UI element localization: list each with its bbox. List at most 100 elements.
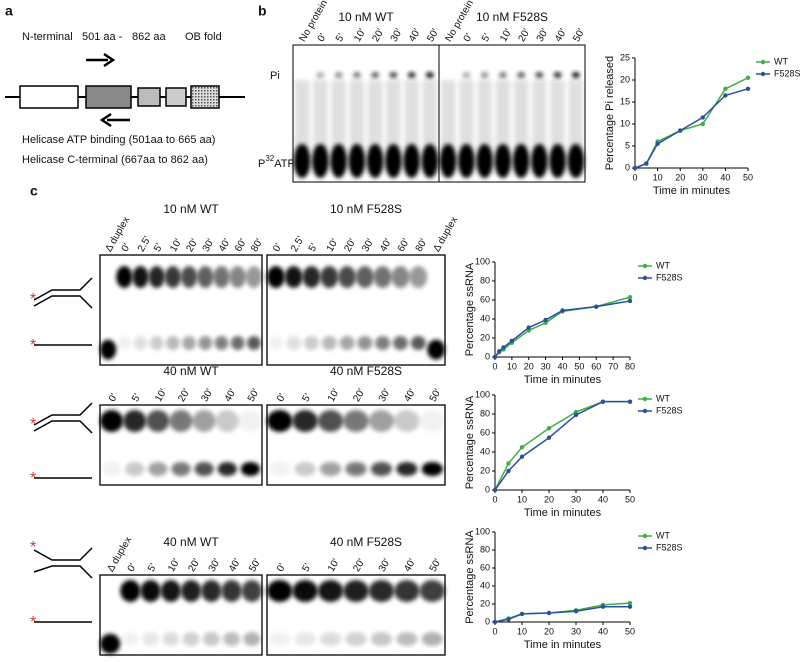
x-tick-label: 30 (541, 361, 551, 371)
legend-label: WT (656, 260, 670, 270)
gel-band (197, 266, 214, 288)
gel-band (116, 266, 133, 288)
x-tick-label: 10 (507, 361, 517, 371)
gel-band (389, 72, 398, 78)
y-axis-label: Percentage ssRNA (464, 262, 476, 356)
x-tick-label: 0 (492, 494, 497, 504)
gel-band (120, 580, 141, 602)
gel-smear (349, 80, 365, 150)
gel-band (370, 462, 393, 476)
data-point (600, 399, 606, 404)
gel-band (375, 336, 391, 350)
lane-label: 80' (249, 237, 265, 254)
svg-text:*: * (30, 539, 36, 556)
gel-band (396, 462, 418, 476)
legend-marker (642, 275, 648, 281)
gel-band (317, 580, 344, 602)
gel-band (269, 462, 291, 476)
lane-label: 5' (130, 392, 143, 404)
data-point (519, 611, 525, 617)
lane-label: 2.5' (136, 235, 153, 254)
y-tick-label: 40 (480, 313, 490, 323)
gel-band (427, 339, 445, 360)
gel-band (384, 144, 402, 178)
lane-label: 5' (307, 242, 320, 254)
gel-band (421, 632, 443, 646)
data-point (723, 93, 728, 98)
y-tick-label: 20 (480, 598, 490, 608)
lane-label: 10' (498, 27, 514, 44)
lane-label: 5' (480, 32, 493, 44)
gel-band (316, 72, 325, 78)
gel-band (213, 266, 230, 288)
gel-band (457, 144, 475, 178)
gel-title: 10 nM WT (163, 202, 219, 216)
data-point (723, 86, 728, 92)
gel-band (100, 339, 117, 360)
x-tick-label: 50 (743, 172, 753, 182)
x-tick-label: 20 (524, 361, 534, 371)
lane-label: 60' (396, 237, 412, 254)
gel-band (132, 266, 149, 288)
series-line (494, 296, 631, 358)
gel-band (419, 410, 445, 432)
gel-band (149, 336, 164, 350)
lane-label: 0' (316, 32, 329, 44)
gel-band (286, 336, 302, 350)
lane-label: 30' (377, 387, 393, 404)
x-tick-label: 60 (591, 361, 601, 371)
gel-band (348, 144, 366, 178)
x-axis-label: Time in minutes (653, 185, 731, 197)
panel-letter: a (5, 3, 13, 19)
gel-title: 10 nM F528S (476, 10, 548, 24)
lane-label: 20' (370, 27, 386, 44)
gel-band (292, 580, 318, 602)
lane-label: 0' (462, 32, 475, 44)
gel-band (549, 144, 567, 178)
gel-band (370, 632, 393, 646)
gel-band (267, 410, 293, 432)
lane-label: 50' (571, 27, 587, 44)
x-tick-label: 0 (492, 626, 497, 636)
lane-label: 10' (166, 557, 182, 574)
y-tick-label: 80 (480, 275, 490, 285)
gel-band (123, 410, 147, 432)
gel-band (121, 632, 139, 646)
legend-marker (642, 408, 648, 414)
gel-band (462, 72, 471, 78)
gel-band (221, 580, 242, 602)
gel-title: 40 nM WT (163, 535, 219, 549)
svg-text:*: * (30, 614, 36, 631)
lane-label: 20' (184, 237, 200, 254)
x-tick-label: 40 (557, 361, 567, 371)
gel-smear (367, 80, 383, 150)
gel-band (268, 336, 284, 350)
gel-band (476, 144, 494, 178)
x-tick-label: 80 (625, 361, 635, 371)
data-point (492, 619, 498, 625)
data-point (519, 445, 525, 450)
legend-marker (642, 545, 648, 551)
gel-band (124, 462, 145, 476)
lane-label: 30' (389, 27, 405, 44)
gel-band (421, 462, 443, 476)
x-axis-label: Time in minutes (524, 374, 602, 386)
gel-band (202, 632, 220, 646)
data-point (506, 461, 511, 466)
gel-band (421, 144, 439, 178)
band-label: P32ATP (258, 154, 295, 170)
gel-band (419, 580, 445, 602)
y-axis-label: Percentage ssRNA (464, 530, 476, 624)
gel-band (345, 462, 367, 476)
data-point (526, 325, 531, 330)
lane-label: 80' (414, 237, 430, 254)
gel-band (319, 632, 342, 646)
lane-label: 40' (378, 237, 394, 254)
gel-band (319, 462, 342, 476)
data-point (560, 308, 565, 313)
domain-label: 501 aa - (82, 31, 123, 43)
gel-band (166, 336, 180, 350)
substrate-icons (33, 277, 93, 623)
svg-text:*: * (30, 291, 36, 308)
x-tick-label: 50 (574, 361, 584, 371)
